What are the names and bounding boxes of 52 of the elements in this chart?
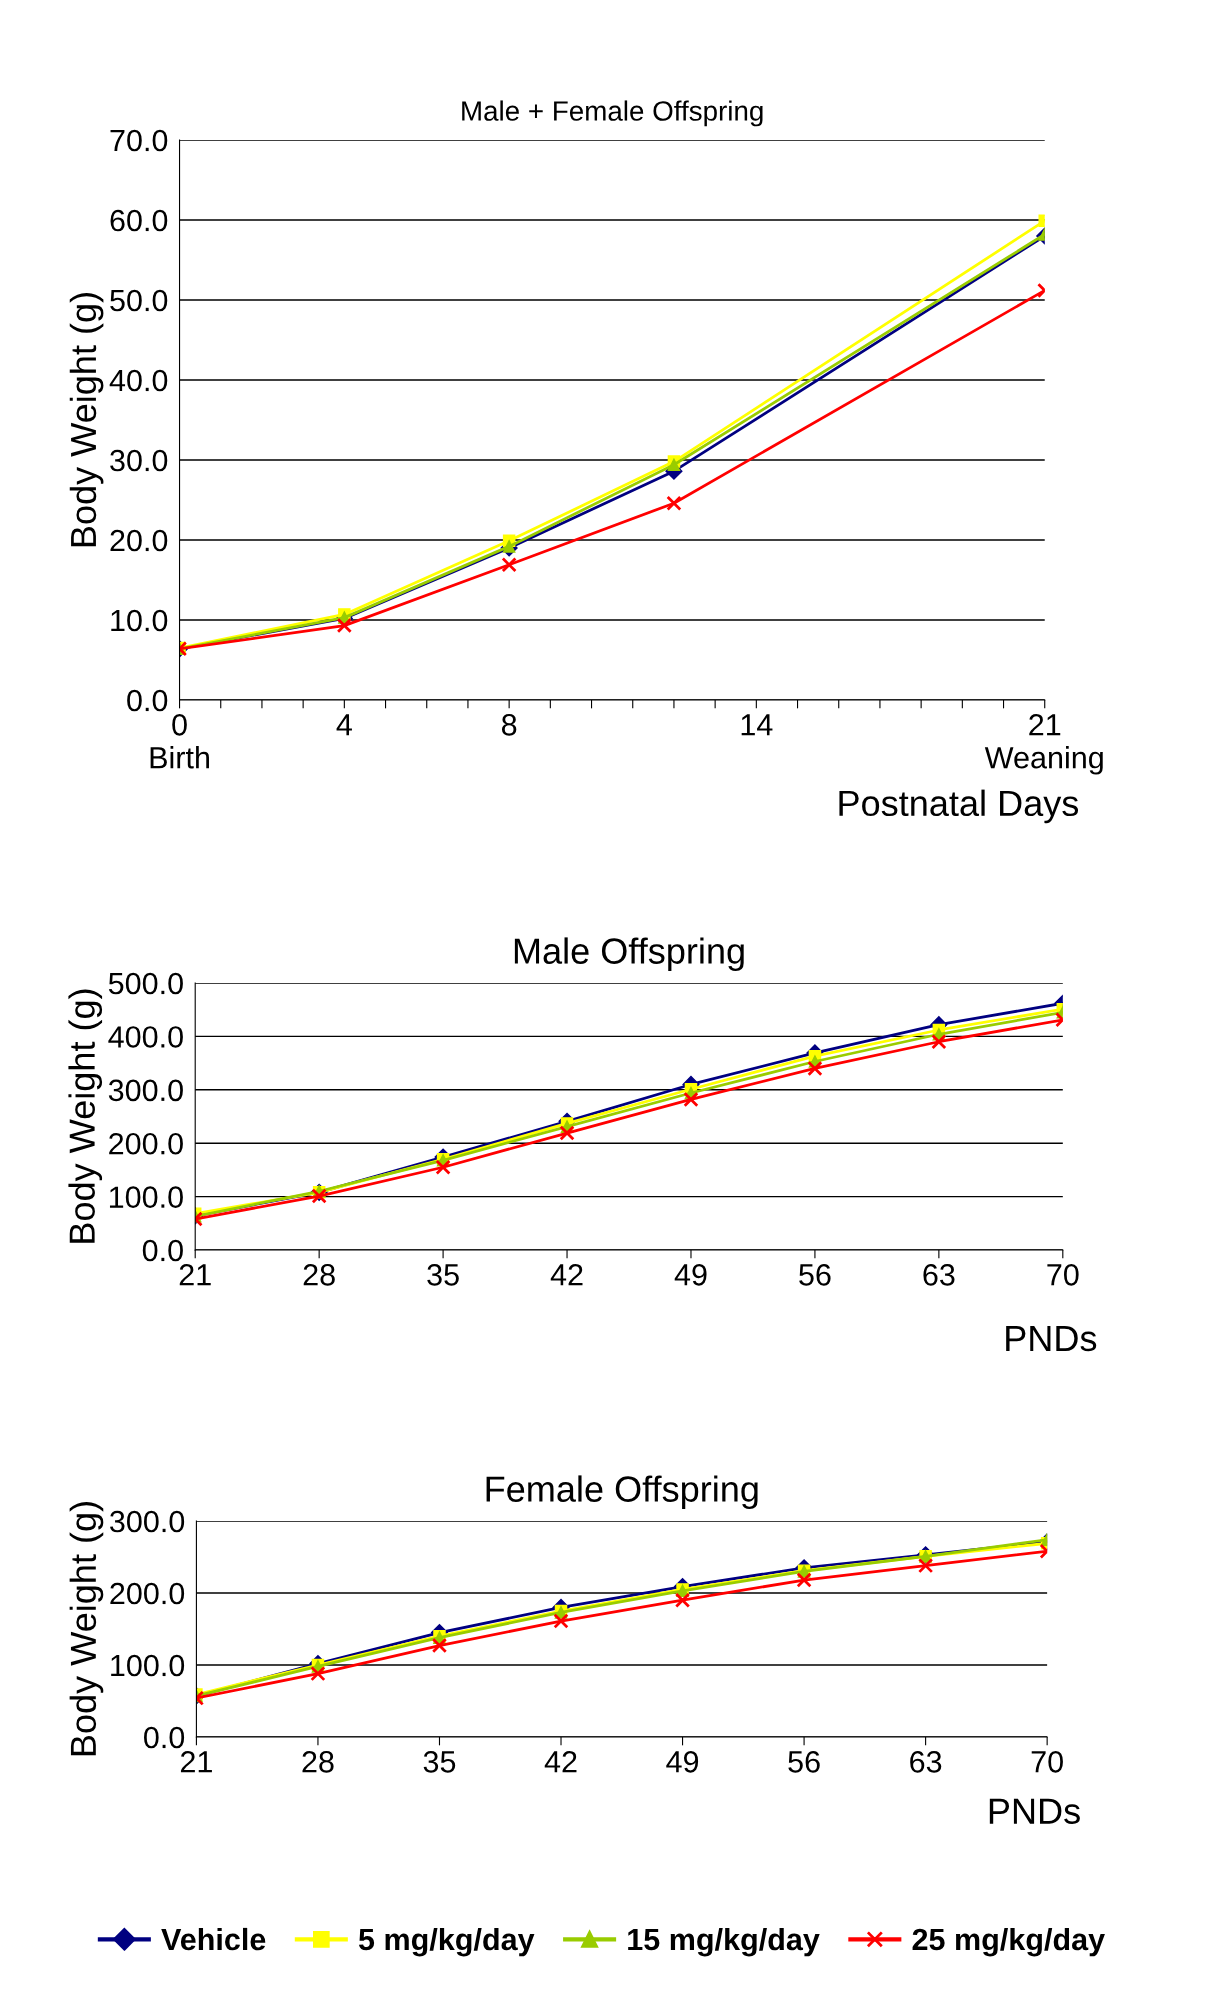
x-tick-label: 21 [179, 1264, 211, 1286]
x-tick-label: 14 [741, 714, 773, 736]
y-tick-label: 300.0 [108, 1079, 183, 1102]
chart-title: Male + Female Offspring [462, 100, 763, 127]
y-tick-label: 30.0 [110, 449, 168, 472]
chart-title: Male Offspring [514, 937, 744, 972]
legend-label: 15 mg/kg/day [628, 1927, 820, 1957]
x-tick-label: 49 [674, 1264, 707, 1286]
x-tick-label: 42 [550, 1264, 583, 1286]
x-tick-label: 4 [336, 714, 352, 736]
y-tick-label: 200.0 [109, 1132, 183, 1155]
chart-title: Female Offspring [486, 1475, 758, 1510]
x-tick-label: 42 [544, 1751, 577, 1773]
y-tick-label: 0.0 [144, 1726, 185, 1749]
x-tick-label: 49 [666, 1751, 699, 1773]
x-tick-label: 70 [1031, 1751, 1063, 1773]
y-tick-label: 100.0 [111, 1654, 185, 1677]
x-tick-label: 56 [799, 1264, 831, 1286]
y-tick-label: 0.0 [127, 689, 168, 712]
x-tick-label: 21 [180, 1751, 212, 1773]
x-axis-title: Postnatal Days [839, 789, 1079, 824]
y-tick-label: 400.0 [108, 1026, 183, 1048]
y-tick-label: 500.0 [108, 972, 183, 995]
y-tick-label: 0.0 [142, 1239, 183, 1262]
x-tick-label: 0 Birth [150, 714, 209, 769]
y-tick-label: 70.0 [110, 129, 168, 152]
y-axis-title: Body Weight (g) [69, 1502, 104, 1756]
y-tick-label: 100.0 [109, 1186, 183, 1208]
legend-label: 5 mg/kg/day [358, 1927, 535, 1957]
y-axis-title: Body Weight (g) [68, 989, 103, 1243]
y-tick-label: 200.0 [110, 1582, 185, 1605]
x-tick-label: 21 Weaning [984, 714, 1103, 775]
y-tick-label: 20.0 [110, 529, 168, 552]
y-axis-title: Body Weight (g) [69, 293, 104, 547]
y-tick-label: 50.0 [110, 289, 168, 312]
x-tick-label: 28 [302, 1751, 334, 1773]
x-tick-label: 70 [1047, 1264, 1079, 1286]
y-tick-label: 60.0 [110, 209, 168, 232]
x-axis-title: PNDs [1006, 1326, 1097, 1352]
x-tick-label: 35 [423, 1751, 456, 1773]
x-tick-label: 8 [501, 714, 517, 736]
x-tick-label: 63 [910, 1751, 942, 1773]
x-tick-label: 63 [923, 1264, 955, 1286]
legend-label: Vehicle [161, 1927, 266, 1951]
legend-label: 25 mg/kg/day [912, 1927, 1105, 1957]
y-tick-label: 40.0 [109, 369, 168, 392]
x-tick-label: 35 [427, 1264, 459, 1286]
x-axis-title: PNDs [989, 1798, 1080, 1824]
x-tick-label: 56 [788, 1751, 820, 1773]
y-tick-label: 300.0 [110, 1510, 185, 1533]
x-tick-label: 28 [303, 1264, 335, 1286]
y-tick-label: 10.0 [111, 609, 168, 632]
